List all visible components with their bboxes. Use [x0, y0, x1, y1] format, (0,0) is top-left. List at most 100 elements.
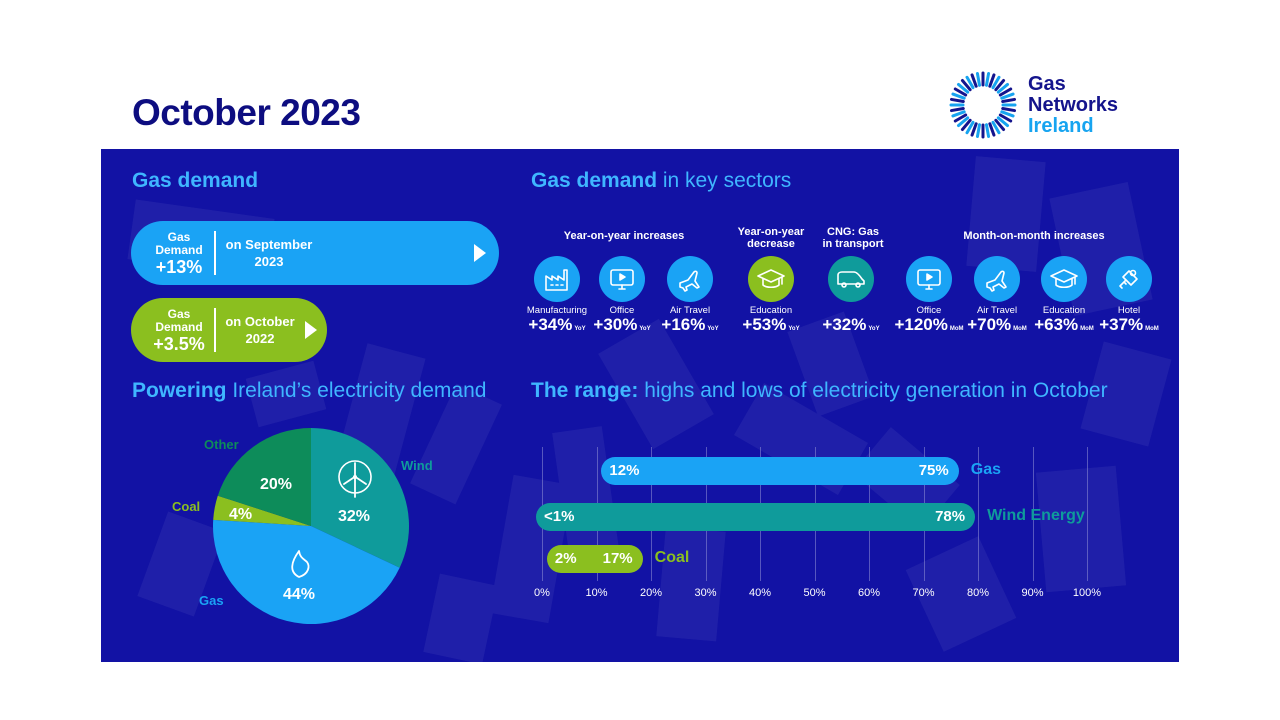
x-tick-label: 90%	[1021, 587, 1044, 599]
sector-name: Manufacturing	[526, 305, 588, 316]
pill2-label-mid: Demand	[155, 320, 203, 334]
sector-item: Air Travel +16% YoY	[650, 256, 730, 338]
pill1-desc-line1: on September	[225, 237, 313, 252]
gridline	[1087, 447, 1088, 581]
plane-icon	[974, 256, 1020, 302]
sector-name: Education	[749, 305, 793, 316]
sector-item: Office +30% YoY	[582, 256, 662, 338]
range-high-label: 17%	[602, 550, 633, 567]
sector-value: +70% MoM	[967, 315, 1027, 334]
sector-name: Office	[609, 305, 635, 316]
group-mom-increases: Month-on-month increases	[963, 230, 1105, 242]
pill1-divider	[214, 231, 216, 275]
range-bar-gas: 12% 75%	[601, 457, 959, 485]
sector-value: +34% YoY	[528, 315, 586, 334]
gridline	[1032, 447, 1034, 581]
infographic-panel: Gas demand Gas Demand +13% on September …	[101, 149, 1179, 662]
pie-category-label: Wind	[401, 458, 433, 473]
sector-name: Air Travel	[669, 305, 711, 316]
electricity-pie-chart	[213, 428, 409, 624]
sector-unit: YoY	[788, 326, 800, 332]
sector-name: Air Travel	[976, 305, 1018, 316]
sector-unit: YoY	[574, 326, 586, 332]
gas-demand-pill-yoy: Gas Demand +3.5% on October 2022	[131, 298, 327, 362]
sector-item: Education +63% MoM	[1024, 256, 1104, 338]
gas-networks-ireland-logo: Gas Networks Ireland	[948, 70, 1148, 140]
range-bar-wind-energy: <1% 78%	[536, 503, 976, 531]
range-high-label: 75%	[918, 462, 949, 479]
sector-name: Hotel	[1117, 305, 1141, 316]
van-icon	[828, 256, 874, 302]
play-arrow-icon	[305, 321, 317, 339]
sector-unit: MoM	[1145, 326, 1159, 332]
pill1-label-mid: Demand	[155, 243, 203, 257]
wind-turbine-icon	[338, 460, 372, 498]
sector-unit: YoY	[639, 326, 651, 332]
gas-demand-heading: Gas demand	[132, 169, 259, 192]
sector-item: Education +53% YoY	[731, 256, 811, 338]
sector-item: Manufacturing +34% YoY	[517, 256, 597, 338]
sector-value: +37% MoM	[1099, 315, 1159, 334]
sector-name: Education	[1042, 305, 1086, 316]
pill1-label-top: Gas	[167, 230, 191, 244]
pie-category-label: Other	[204, 437, 239, 452]
sector-item: Hotel +37% MoM	[1089, 256, 1169, 338]
sector-unit: MoM	[1013, 326, 1027, 332]
x-tick-label: 70%	[912, 587, 935, 599]
monitor-icon	[599, 256, 645, 302]
sector-name: Office	[916, 305, 942, 316]
x-tick-label: 20%	[639, 587, 663, 599]
logo-text-line2: Networks	[1028, 94, 1119, 116]
range-bar-coal: 2% 17%	[546, 545, 643, 573]
page-title: October 2023	[132, 92, 361, 133]
powering-heading: Powering Ireland’s electricity demand	[132, 379, 487, 402]
pie-slice-coal	[213, 495, 311, 526]
pill2-value: +3.5%	[153, 334, 205, 354]
logo-ring-icon	[949, 71, 1017, 139]
range-series-label: Gas	[970, 461, 1001, 478]
x-tick-label: 80%	[966, 587, 990, 599]
x-tick-label: 50%	[803, 587, 826, 599]
pill2-desc-line2: 2022	[245, 331, 275, 346]
pie-slice-other	[217, 428, 311, 526]
range-low-label: 12%	[609, 462, 640, 479]
play-arrow-icon	[474, 244, 486, 262]
sector-value: +32% YoY	[822, 315, 880, 334]
sector-item: Office +120% MoM	[889, 256, 969, 338]
logo-text-line3: Ireland	[1028, 115, 1094, 137]
group-yoy-increases: Year-on-year increases	[563, 230, 685, 242]
x-tick-label: 40%	[748, 587, 772, 599]
sector-value: +30% YoY	[593, 315, 651, 334]
sector-unit: YoY	[868, 326, 880, 332]
range-heading: The range: highs and lows of electricity…	[531, 379, 1108, 402]
pill1-desc-line2: 2023	[254, 254, 284, 269]
x-tick-label: 10%	[585, 587, 608, 599]
x-tick-label: 0%	[534, 587, 550, 599]
monitor-icon	[906, 256, 952, 302]
flame-icon	[291, 550, 310, 578]
group-yoy-decrease: Year-on-year decrease	[737, 226, 805, 250]
range-low-label: 2%	[554, 550, 577, 567]
pill2-divider	[214, 308, 216, 352]
factory-icon	[534, 256, 580, 302]
pill2-desc-line1: on October	[225, 314, 295, 329]
graduation-cap-icon	[1041, 256, 1087, 302]
sector-value: +120% MoM	[894, 315, 964, 334]
pie-value-label: 4%	[229, 506, 253, 523]
pie-slice-wind	[311, 428, 409, 568]
logo-text-line1: Gas	[1028, 73, 1066, 95]
plane-icon	[667, 256, 713, 302]
sector-value: +63% MoM	[1034, 315, 1094, 334]
graduation-cap-icon	[748, 256, 794, 302]
pill1-value: +13%	[155, 257, 203, 277]
pill2-label-top: Gas	[167, 307, 191, 321]
hotel-key-icon	[1106, 256, 1152, 302]
pie-value-label: 20%	[260, 476, 293, 493]
sectors-heading: Gas demand in key sectors	[531, 169, 792, 192]
range-series-label: Wind Energy	[987, 507, 1085, 524]
x-tick-label: 100%	[1072, 587, 1102, 599]
x-tick-label: 60%	[857, 587, 881, 599]
pie-category-label: Gas	[199, 593, 224, 608]
sector-value: +53% YoY	[742, 315, 800, 334]
group-cng: CNG: Gas in transport	[822, 226, 884, 250]
